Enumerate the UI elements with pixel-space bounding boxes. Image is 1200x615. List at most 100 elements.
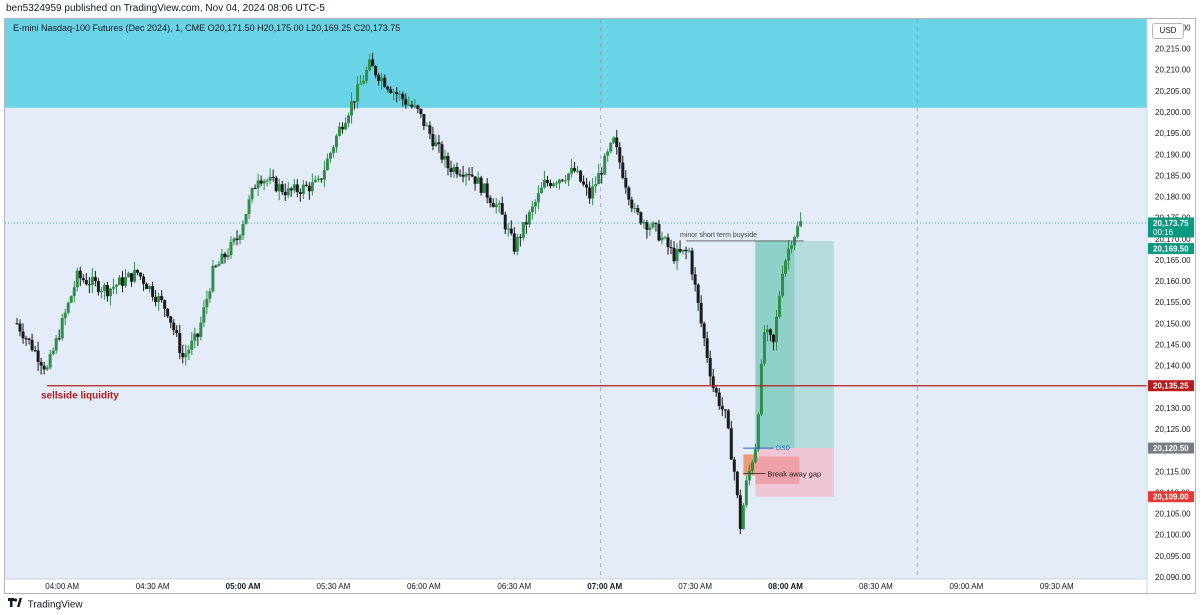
candle-body [564,180,568,182]
candle-body [452,166,456,173]
breakaway-label: Break away gap [767,469,821,478]
candle-body [42,365,46,370]
candle-body [539,187,543,194]
candle-body [274,177,278,192]
candle-body [545,179,549,184]
sellside-price-tag: 20,135.25 [1153,382,1189,391]
candle-body [117,277,121,285]
candle-body [419,108,423,115]
candle-body [69,296,73,303]
x-tick-label: 06:00 AM [407,582,441,591]
candle-body [217,263,221,267]
candle-body [768,329,772,335]
candle-body [256,180,260,189]
candle-body [648,227,652,230]
candle-body [226,255,230,258]
x-tick-label: 09:00 AM [949,582,983,591]
candle-body [612,137,616,143]
candle-body [66,302,70,313]
candle-body [753,449,757,463]
candle-body [51,350,55,354]
candle-body [666,237,670,248]
buyside-label: minor short term buyside [680,232,757,239]
candle-body [651,222,655,228]
candle-body [600,173,604,175]
candle-body [262,180,266,184]
candle-body [57,338,61,340]
candle-body [790,245,794,249]
candle-body [455,166,459,175]
candle-body [747,470,751,481]
candle-body [606,151,610,156]
candle-body [105,285,109,297]
candle-body [139,272,143,277]
currency-badge[interactable]: USD [1152,23,1184,39]
candle-body [443,155,447,160]
candle-body [136,269,140,273]
candle-body [356,84,360,102]
candle-body [714,388,718,393]
candle-body [488,197,492,203]
candle-body [133,269,137,282]
plot-background [5,19,1147,579]
footer: TradingView [0,596,1200,614]
stop-price-tag-bg [1148,491,1194,503]
y-tick-label: 20,130.00 [1155,404,1191,413]
candle-body [24,338,28,340]
candle-body [181,353,185,358]
candle-body [594,184,598,187]
candle-body [536,193,540,203]
y-tick-label: 20,145.00 [1155,341,1191,350]
candle-body [108,288,112,297]
candle-body [750,462,754,471]
candle-body [407,104,411,106]
candle-body [316,178,320,180]
symbol-legend: E-mini Nasdaq-100 Futures (Dec 2024), 1,… [13,23,401,33]
candle-body [54,338,58,351]
candle-body [717,392,721,407]
candle-body [120,277,124,286]
candle-body [591,186,595,199]
candle-body [799,221,803,227]
cisd-label: CISD [775,446,790,452]
candle-body [548,183,552,187]
footer-brand[interactable]: TradingView [27,599,83,611]
candle-body [223,253,227,258]
candle-body [425,125,429,127]
chart-frame[interactable]: sellside liquidity minor short term buysi… [4,18,1196,594]
candle-body [458,174,462,176]
candle-body [765,329,769,333]
candle-body [60,318,64,339]
y-tick-label: 20,185.00 [1155,171,1191,180]
candle-body [63,312,67,319]
candle-body [353,101,357,103]
candle-body [494,204,498,208]
candle-body [744,480,748,506]
candle-body [778,295,782,317]
candle-body [81,278,85,281]
candle-body [45,367,49,370]
candle-body [603,155,607,175]
candle-body [702,323,706,339]
published-header: ben5324959 published on TradingView.com,… [0,0,1200,18]
candle-body [690,250,694,275]
candle-body [208,291,212,299]
candle-body [193,333,197,341]
x-tick-label: 08:00 AM [768,582,803,591]
x-tick-label: 05:00 AM [226,582,261,591]
candle-body [440,144,444,160]
x-tick-label: 07:30 AM [678,582,712,591]
chart-canvas[interactable]: sellside liquidity minor short term buysi… [5,19,1195,593]
current-price-tag: 20,173.75 [1153,219,1189,228]
candle-body [431,134,435,147]
candle-body [277,184,281,192]
candle-body [533,202,537,207]
candle-body [130,273,134,282]
entry-price-tag: 20,120.50 [1153,444,1189,453]
y-tick-label: 20,115.00 [1155,467,1191,476]
candle-body [268,176,272,181]
tradingview-logo-icon[interactable] [8,596,22,614]
candle-body [720,406,724,410]
candle-body [78,270,82,279]
candle-body [253,188,257,190]
